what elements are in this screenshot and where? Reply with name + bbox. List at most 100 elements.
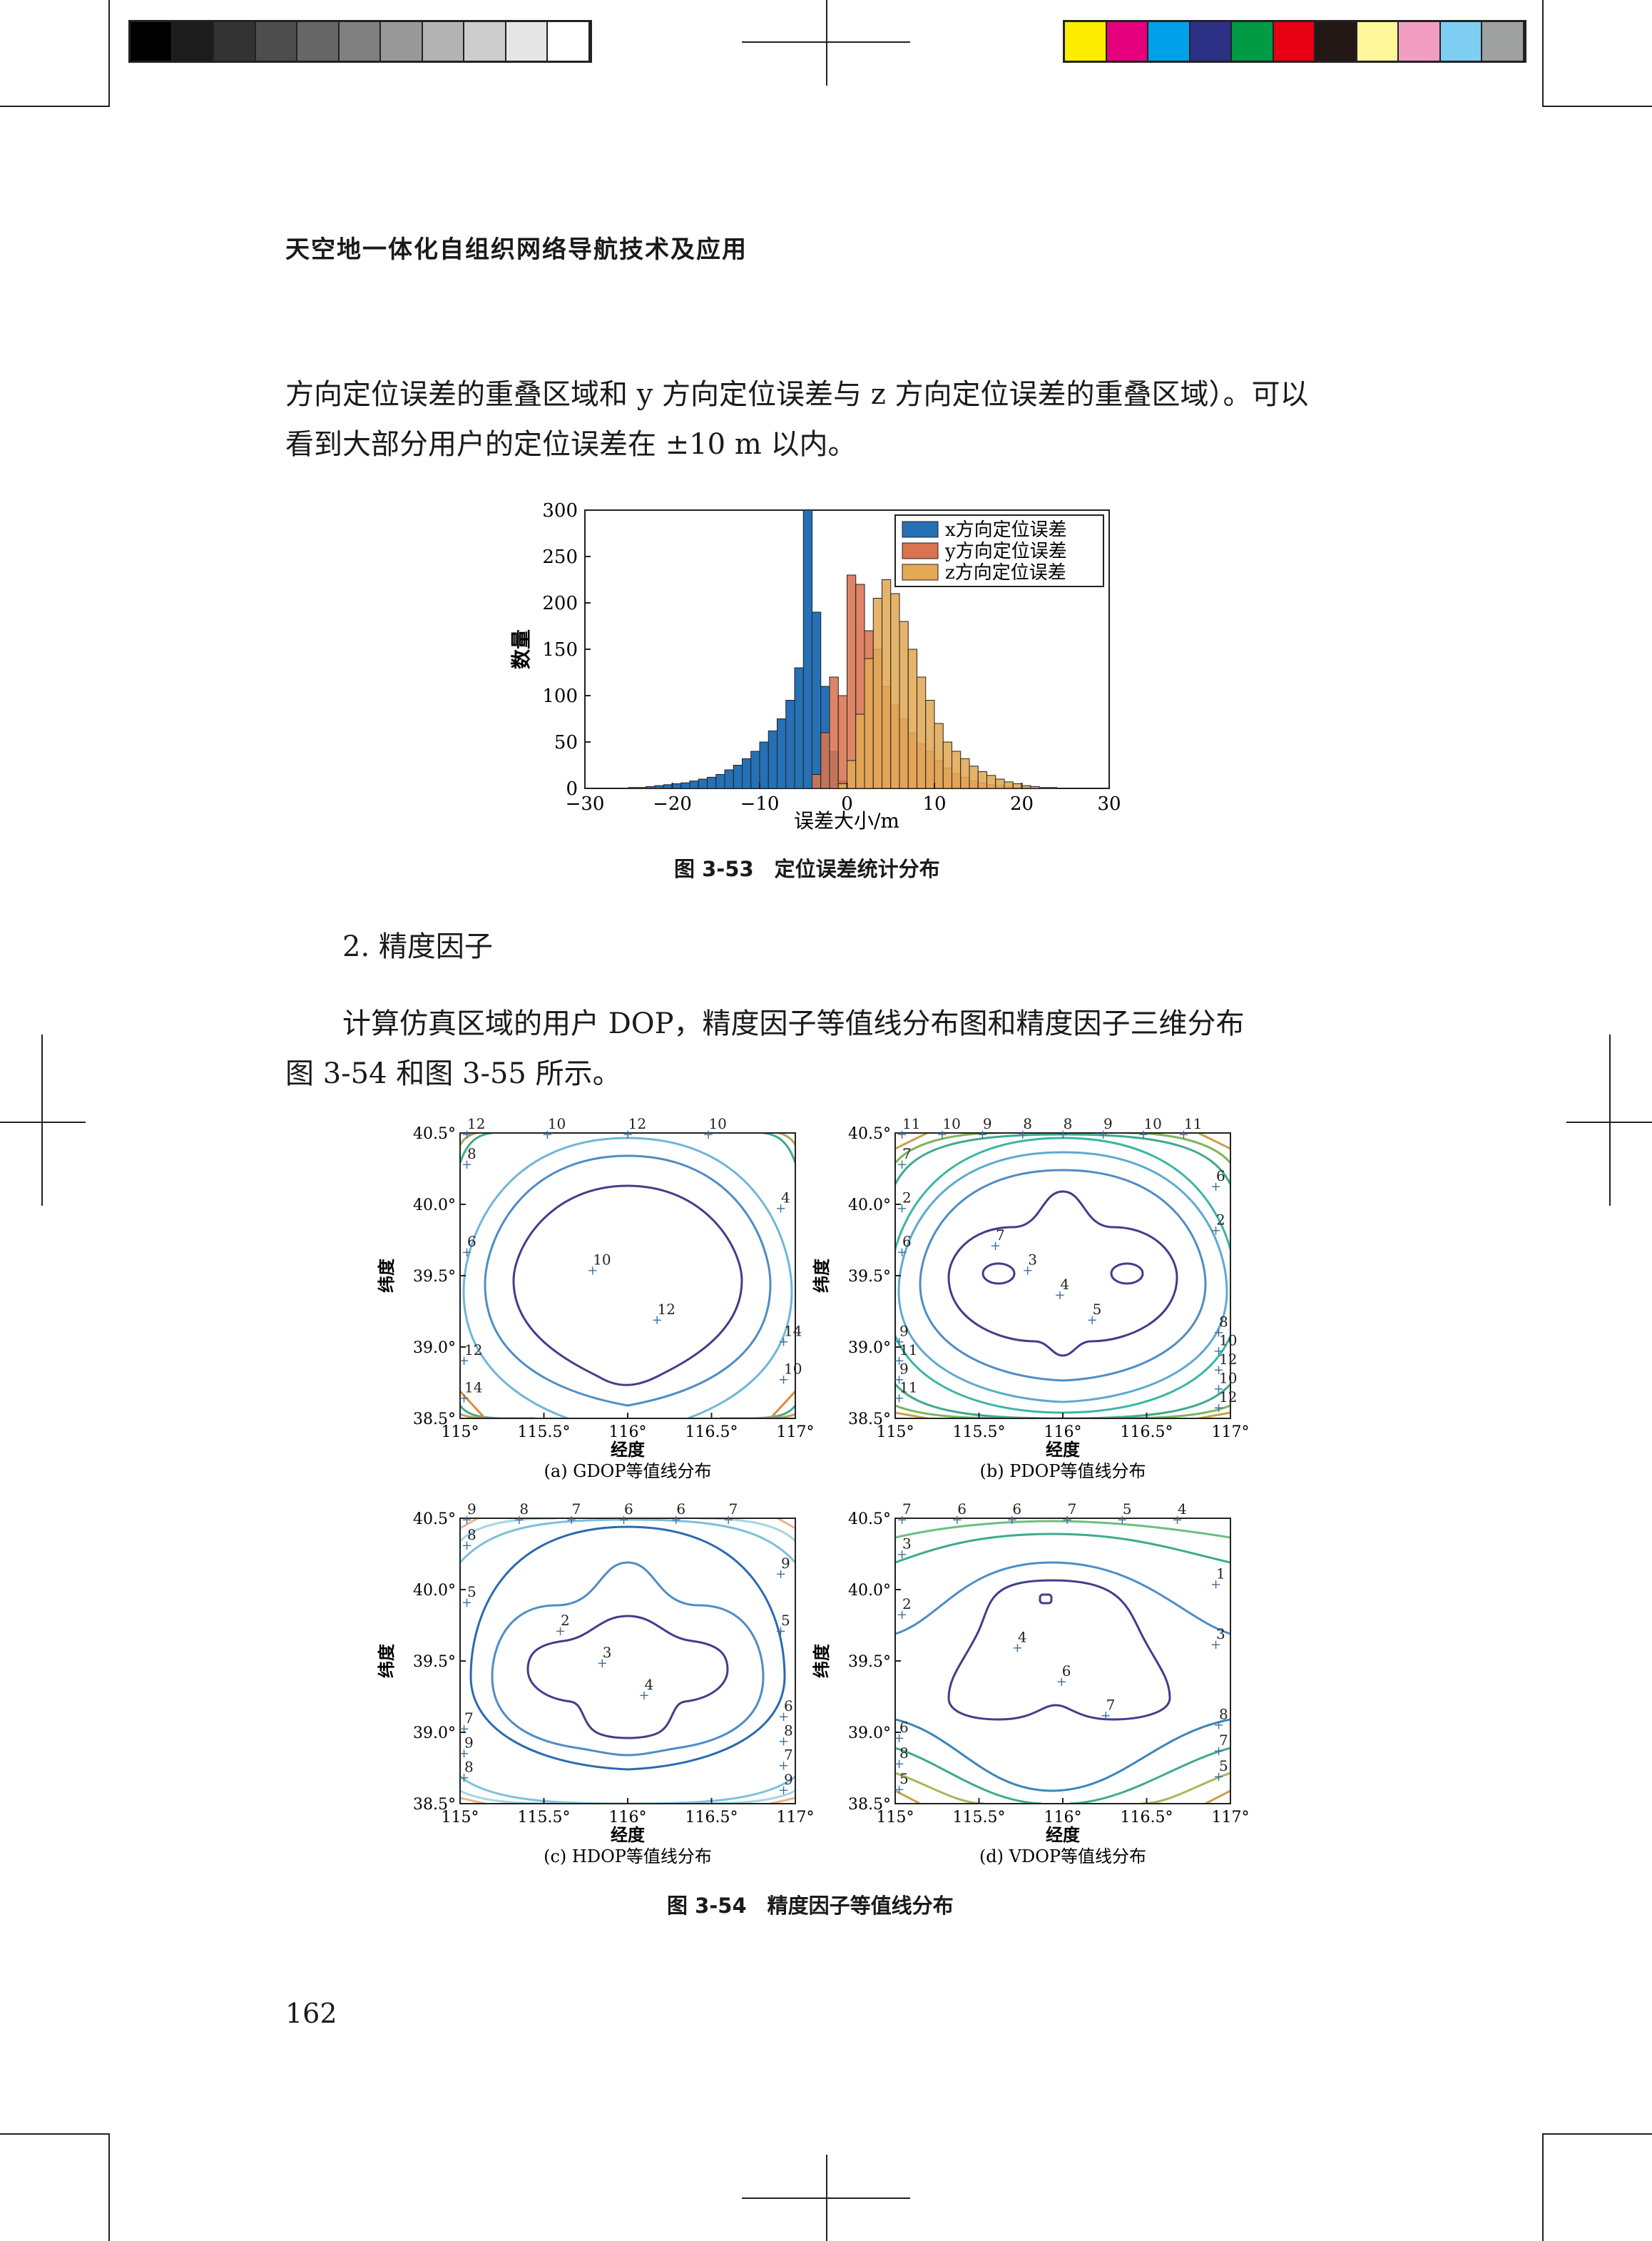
calibration-swatch bbox=[381, 22, 423, 61]
panel-caption: (c) HDOP等值线分布 bbox=[544, 1846, 712, 1866]
contour-marker: + bbox=[671, 1513, 681, 1528]
contour-value-label: 2 bbox=[1216, 1211, 1225, 1228]
contour-marker: + bbox=[778, 1734, 789, 1749]
calibration-swatch bbox=[131, 22, 173, 61]
contour-marker: + bbox=[897, 1157, 907, 1172]
contour-value-label: 10 bbox=[708, 1115, 726, 1132]
histogram-bar bbox=[1021, 785, 1031, 789]
latitude-tick-label: 39.0° bbox=[848, 1339, 891, 1357]
x-axis-ticks: −30 −20 −10 0 10 20 30 bbox=[566, 783, 1121, 815]
latitude-tick-label: 40.5° bbox=[413, 1125, 456, 1143]
contour-value-label: 7 bbox=[464, 1709, 474, 1727]
contour-marker: + bbox=[990, 1239, 1001, 1254]
contour-marker: + bbox=[937, 1127, 947, 1142]
contour-value-label: 8 bbox=[1064, 1115, 1073, 1132]
histogram-bar bbox=[952, 751, 962, 789]
histogram-bar bbox=[995, 778, 1005, 789]
vdop-contour-3-bottom bbox=[895, 1718, 1230, 1792]
contour-value-label: 5 bbox=[781, 1612, 790, 1629]
histogram-bar bbox=[969, 766, 979, 789]
vdop-contour-7 bbox=[895, 1772, 1230, 1804]
contour-value-label: 7 bbox=[996, 1226, 1005, 1244]
contour-marker: + bbox=[897, 1127, 907, 1142]
contour-value-label: 8 bbox=[467, 1526, 476, 1543]
longitude-tick-label: 116.5° bbox=[685, 1423, 738, 1441]
contour-value-label: 12 bbox=[467, 1115, 485, 1132]
pdop-contour-7 bbox=[895, 1133, 1230, 1418]
contour-value-label: 6 bbox=[467, 1233, 476, 1250]
contour-value-label: 8 bbox=[1023, 1115, 1032, 1132]
histogram-bar bbox=[960, 758, 970, 789]
contour-marker: + bbox=[542, 1127, 553, 1142]
latitude-tick-label: 39.0° bbox=[413, 1339, 456, 1357]
calibration-swatch bbox=[1106, 22, 1149, 61]
contour-marker: + bbox=[462, 1127, 472, 1142]
contour-value-label: 9 bbox=[781, 1555, 790, 1572]
contour-marker: + bbox=[897, 1607, 907, 1622]
contour-marker: + bbox=[597, 1656, 608, 1671]
contour-marker: + bbox=[1210, 1577, 1221, 1592]
latitude-axis-label: 纬度 bbox=[376, 1643, 397, 1678]
y-tick-label: 150 bbox=[542, 639, 578, 661]
gdop-contour-4 bbox=[512, 1184, 743, 1386]
contour-marker: + bbox=[618, 1513, 629, 1528]
contour-marker: + bbox=[459, 1771, 469, 1786]
contour-value-label: 11 bbox=[899, 1341, 917, 1358]
contour-marker: + bbox=[1210, 1223, 1221, 1238]
gdop-contour-6 bbox=[484, 1154, 772, 1407]
vdop-contour-3-top bbox=[895, 1561, 1230, 1635]
hdop-contour-panel: 9+8+7+6+6+7+8+9+5+5+2+3+4+6+7+ 8+9+ 7+8+ 9+ bbox=[459, 1500, 796, 1804]
contour-marker: + bbox=[623, 1127, 633, 1142]
longitude-tick-label: 115° bbox=[442, 1423, 479, 1441]
paragraph-2-line-2: 图 3-54 和图 3-55 所示。 bbox=[285, 1057, 621, 1090]
contour-marker: + bbox=[1117, 1513, 1128, 1528]
contour-marker: + bbox=[1213, 1381, 1224, 1396]
pdop-contour-2-right bbox=[1110, 1262, 1144, 1285]
latitude-tick-label: 40.0° bbox=[413, 1582, 456, 1600]
contour-value-label: 7 bbox=[902, 1145, 912, 1162]
contour-value-label: 12 bbox=[464, 1341, 482, 1358]
y-tick-label: 200 bbox=[542, 593, 578, 614]
contour-marker: + bbox=[514, 1513, 524, 1528]
histogram-bar bbox=[829, 676, 839, 789]
contour-marker: + bbox=[897, 1201, 907, 1216]
contour-value-label: 2 bbox=[902, 1595, 912, 1612]
latitude-tick-label: 38.5° bbox=[413, 1796, 456, 1814]
longitude-tick-label: 115.5° bbox=[953, 1423, 1006, 1441]
contour-marker: + bbox=[462, 1157, 472, 1172]
contour-marker: + bbox=[462, 1513, 472, 1528]
contour-marker: + bbox=[639, 1688, 650, 1703]
pdop-contour-5 bbox=[897, 1151, 1228, 1403]
histogram-bar bbox=[715, 774, 725, 789]
contour-marker: + bbox=[894, 1757, 904, 1772]
contour-value-label: 9 bbox=[899, 1323, 909, 1340]
histogram-bar bbox=[750, 751, 760, 789]
longitude-axis-label: 经度 bbox=[611, 1439, 646, 1460]
contour-value-label: 4 bbox=[1060, 1276, 1069, 1293]
contour-value-label: 4 bbox=[645, 1676, 654, 1693]
contour-value-label: 2 bbox=[902, 1189, 912, 1206]
y-axis-ticks: 0 50 100 150 200 250 300 bbox=[542, 500, 591, 800]
vdop-contour-6-top bbox=[895, 1520, 1230, 1539]
contour-value-label: 3 bbox=[1028, 1251, 1037, 1269]
contour-marker: + bbox=[1056, 1675, 1067, 1689]
contour-marker: + bbox=[952, 1513, 962, 1528]
longitude-tick-label: 117° bbox=[1212, 1423, 1250, 1441]
contour-value-label: 7 bbox=[1068, 1500, 1077, 1518]
pdop-contour-4 bbox=[919, 1169, 1207, 1382]
histogram-bar bbox=[864, 658, 874, 789]
contour-value-label: 6 bbox=[784, 1697, 793, 1714]
histogram-bar bbox=[663, 784, 673, 789]
histogram-bar bbox=[707, 776, 717, 789]
grayscale-calibration-bar bbox=[128, 20, 592, 63]
latitude-tick-label: 39.5° bbox=[848, 1268, 891, 1286]
hdop-contour-3 bbox=[491, 1561, 765, 1757]
contour-value-label: 8 bbox=[519, 1500, 529, 1518]
histogram-bar bbox=[654, 785, 664, 789]
contour-value-label: 8 bbox=[1219, 1313, 1228, 1330]
contour-value-label: 6 bbox=[899, 1719, 909, 1736]
calibration-swatch bbox=[1273, 22, 1316, 61]
contour-value-label: 11 bbox=[902, 1115, 920, 1132]
x-tick-label: 10 bbox=[922, 793, 946, 815]
